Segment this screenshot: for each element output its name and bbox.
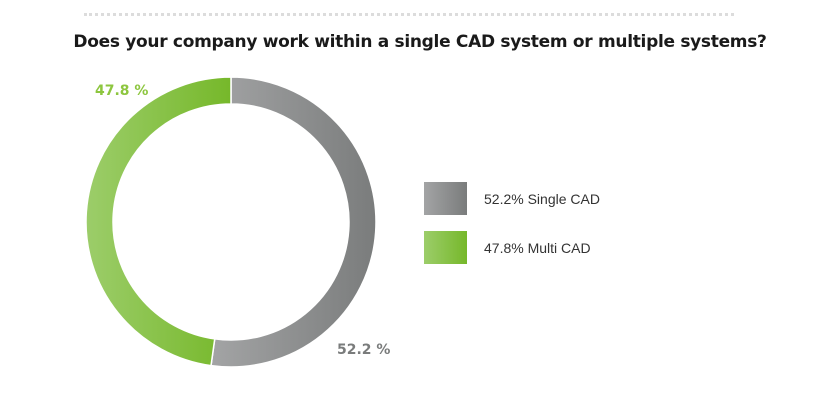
legend-swatch-single-cad [424, 182, 467, 215]
slice-label-multi-cad: 47.8 % [95, 83, 149, 99]
chart-title: Does your company work within a single C… [73, 32, 767, 52]
legend-label: 52.2% Single CAD [484, 190, 600, 207]
legend-swatch-multi-cad [424, 231, 467, 264]
dotted-divider [84, 13, 734, 16]
slice-single-cad [210, 76, 377, 368]
slice-multi-cad [85, 76, 232, 367]
legend-item-multi-cad: 47.8% Multi CAD [424, 231, 591, 264]
legend-item-single-cad: 52.2% Single CAD [424, 182, 600, 215]
legend-label: 47.8% Multi CAD [484, 239, 591, 256]
slice-label-single-cad: 52.2 % [337, 342, 391, 358]
